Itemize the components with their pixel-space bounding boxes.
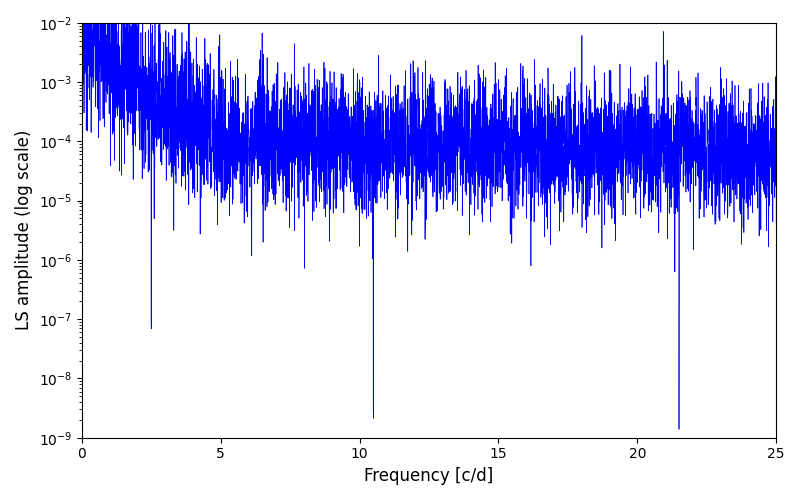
X-axis label: Frequency [c/d]: Frequency [c/d] [364, 467, 494, 485]
Y-axis label: LS amplitude (log scale): LS amplitude (log scale) [15, 130, 33, 330]
